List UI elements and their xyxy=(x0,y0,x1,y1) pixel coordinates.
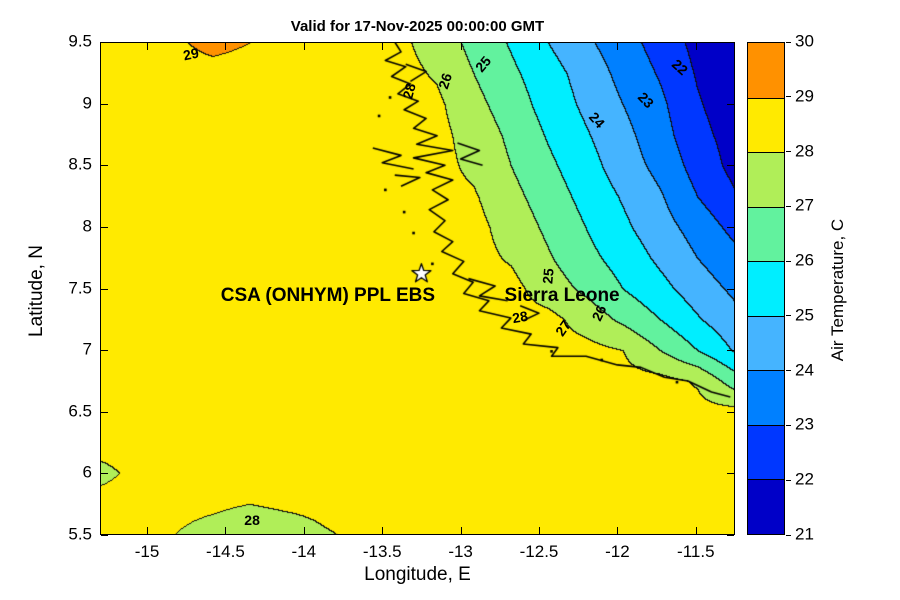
colorbar-tick xyxy=(786,205,791,207)
colorbar-tick xyxy=(786,96,791,98)
colorbar-tick xyxy=(786,260,791,262)
contour-field-canvas xyxy=(100,42,735,535)
colorbar-tick-label: 27 xyxy=(795,195,814,215)
colorbar-tick-label: 28 xyxy=(795,141,814,161)
colorbar-axis-label: Air Temperature, C xyxy=(828,218,847,362)
colorbar-tick xyxy=(786,151,791,153)
colorbar-band xyxy=(748,370,784,425)
colorbar-tick-label: 22 xyxy=(795,469,814,489)
x-tick-label: -12 xyxy=(605,542,630,561)
x-tick-label: -13 xyxy=(448,542,473,561)
colorbar-tick-label: 29 xyxy=(795,86,814,106)
y-tick-label: 9 xyxy=(82,93,92,113)
x-tick-label: -15 xyxy=(134,542,160,561)
colorbar-band xyxy=(748,479,784,534)
colorbar-tick-label: 26 xyxy=(795,250,814,270)
y-tick xyxy=(101,535,108,536)
x-tick-label: -14 xyxy=(291,542,317,561)
y-tick-label: 8 xyxy=(82,216,92,236)
x-tick-label: -12.5 xyxy=(519,542,559,561)
colorbar-tick xyxy=(786,534,791,536)
y-tick-label: 7 xyxy=(82,339,92,359)
colorbar-band xyxy=(748,206,784,262)
x-axis-label: Longitude, E xyxy=(364,564,471,585)
colorbar-band xyxy=(748,97,784,153)
colorbar-tick xyxy=(786,41,791,43)
colorbar-tick-label: 23 xyxy=(795,415,814,435)
x-tick-label: -11.5 xyxy=(677,542,715,561)
colorbar-band xyxy=(748,424,784,480)
x-tick-label: -13.5 xyxy=(362,542,402,561)
y-tick-label: 6 xyxy=(82,462,92,482)
plot-title: Valid for 17-Nov-2025 00:00:00 GMT xyxy=(290,18,545,35)
colorbar-band xyxy=(748,152,784,207)
y-tick xyxy=(727,535,734,536)
colorbar-tick xyxy=(786,424,791,426)
colorbar-band xyxy=(748,43,784,98)
y-axis-label: Latitude, N xyxy=(26,245,47,337)
colorbar-tick-label: 30 xyxy=(795,31,814,51)
colorbar xyxy=(747,42,785,535)
colorbar-tick xyxy=(786,370,791,372)
y-tick-label: 5.5 xyxy=(68,524,92,544)
y-tick-label: 9.5 xyxy=(68,31,92,51)
y-tick-label: 8.5 xyxy=(68,154,92,174)
colorbar-tick xyxy=(786,315,791,317)
colorbar-tick-label: 24 xyxy=(795,360,814,380)
colorbar-tick-label: 21 xyxy=(795,524,814,544)
colorbar-tick xyxy=(786,479,791,481)
y-tick-label: 7.5 xyxy=(68,278,92,298)
y-tick-label: 6.5 xyxy=(68,401,92,421)
colorbar-band xyxy=(748,261,784,316)
x-tick-label: -14.5 xyxy=(206,542,245,561)
colorbar-band xyxy=(748,315,784,371)
colorbar-tick-label: 25 xyxy=(795,305,814,325)
